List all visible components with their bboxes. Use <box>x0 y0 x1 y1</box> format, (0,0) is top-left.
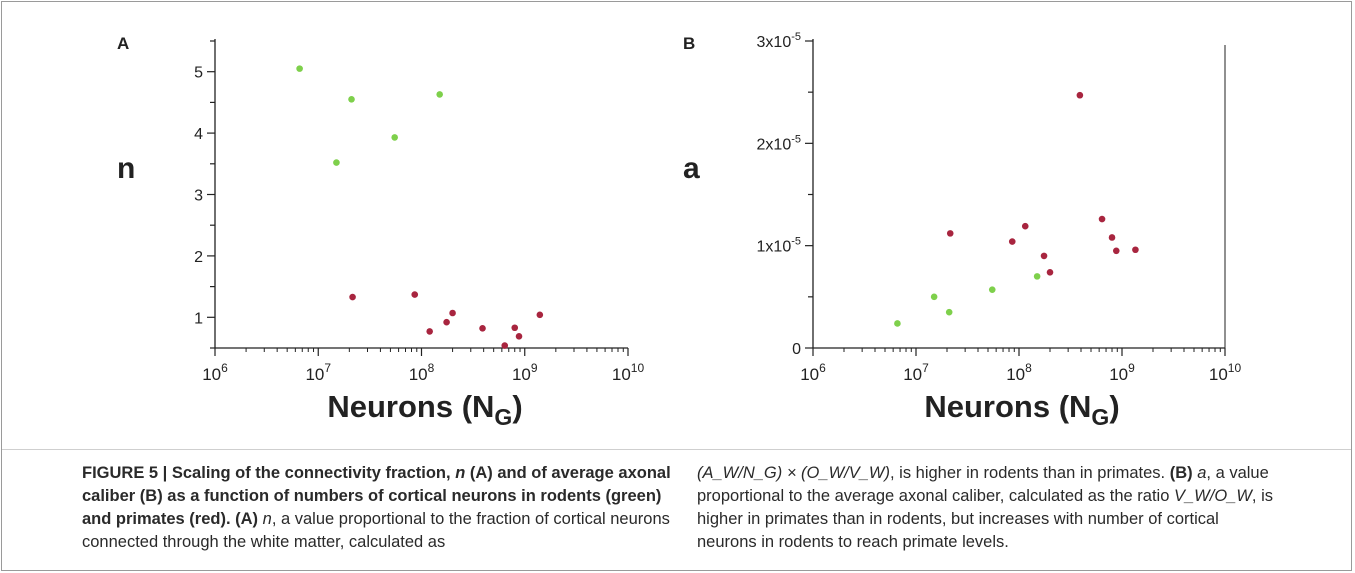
figure-chart-area: 1 2 3 4 5 106 107 108 109 1010 An Neurons (NG) 0 1x10… <box>117 31 1242 430</box>
panel-b-x-label: Neurons (NG) <box>924 389 1119 430</box>
caption-right-text: , is higher in rodents than in primates. <box>889 464 1166 482</box>
panel-b-rodent-point <box>945 308 953 316</box>
caption-panel-b-text-2: , is higher in primates than in rodents,… <box>697 487 1274 551</box>
caption-n-symbol-2: n <box>262 510 272 528</box>
panel-b-rodent-point <box>1033 273 1041 280</box>
panel-a-primate-point <box>411 291 419 298</box>
panel-b-x-tick-label: 106 <box>800 361 826 384</box>
panel-b-x-tick-label: 1010 <box>1209 361 1242 384</box>
panel-a-primate-point <box>479 325 486 332</box>
panel-a-primate-point <box>443 318 450 326</box>
panel-b-y-tick-label: 0 <box>792 341 801 358</box>
panel-b-primate-point <box>1098 215 1106 223</box>
panel-b-y-tick-label: 1x10-5 <box>757 236 801 256</box>
panel-a-y-tick-label: 3 <box>194 188 203 205</box>
panel-a-x-tick-label: 107 <box>305 361 331 384</box>
panel-b-y-tick-label: 3x10-5 <box>757 31 801 51</box>
panel-a-x-tick-label: 106 <box>202 361 228 384</box>
panel-b-primate-point <box>1076 91 1084 99</box>
caption-n-symbol: n <box>455 464 466 482</box>
panel-a-primate-point <box>349 293 356 301</box>
panel-b-primate-point <box>946 230 954 237</box>
panel-b-primate-point <box>1112 247 1120 255</box>
panel-a-rodent-point <box>436 91 443 98</box>
panel-a-primate-point <box>515 333 523 340</box>
panel-a-primate-point <box>536 311 544 319</box>
panel-a-y-tick-label: 1 <box>194 310 203 327</box>
panel-b-primate-point <box>1021 222 1029 230</box>
caption-right: (A_W/N_G) × (O_W/V_W), is higher in rode… <box>697 462 1277 554</box>
panel-a-primate-point <box>511 324 519 332</box>
caption-panel-a-label: (A) <box>230 510 263 528</box>
panel-a-label: A <box>117 34 129 53</box>
panel-a-rodent-point <box>296 65 303 72</box>
panel-a-y-label: n <box>117 152 135 185</box>
caption-ratio: V_W/O_W <box>1173 487 1252 505</box>
panel-a-rodent-point <box>348 96 355 103</box>
panel-b-label: B <box>683 34 695 53</box>
panel-a-primate-point <box>426 328 433 335</box>
caption-left: FIGURE 5 | Scaling of the connectivity f… <box>82 462 682 554</box>
panel-a-primate-point <box>449 309 456 317</box>
panel-a-x-tick-label: 108 <box>409 361 435 384</box>
panel-b-x-tick-label: 107 <box>903 361 929 384</box>
panel-b-primate-point <box>1008 238 1016 245</box>
panel-a-primate-point <box>501 342 509 349</box>
panel-b-x-tick-label: 109 <box>1109 361 1135 384</box>
panel-a-y-tick-label: 2 <box>194 249 203 266</box>
panel-b-primate-point <box>1132 246 1139 254</box>
panel-a-x-label: Neurons (NG) <box>327 389 522 430</box>
panel-b-rodent-point <box>930 293 938 301</box>
panel-b-primate-point <box>1046 268 1054 276</box>
panel-b-y-label: a <box>683 152 700 185</box>
caption-divider <box>2 449 1351 450</box>
caption-panel-a-text: , a value proportional to the fraction o… <box>82 510 670 551</box>
caption-figure-label: FIGURE 5 | Scaling of the connectivity f… <box>82 464 456 482</box>
caption-panel-b-label: (B) <box>1165 464 1198 482</box>
panel-b-x-tick-label: 108 <box>1006 361 1032 384</box>
caption-title-rest: (A) and of average axonal caliber (B) as… <box>82 464 671 528</box>
panel-a-rodent-point <box>333 159 340 166</box>
caption-panel-b-text: , a value proportional to the average ax… <box>697 464 1269 505</box>
panel-b-rodent-point <box>988 286 996 293</box>
panel-a-y-tick-label: 4 <box>194 126 203 143</box>
panel-a-y-tick-label: 5 <box>194 65 203 82</box>
panel-b-primate-point <box>1040 252 1048 260</box>
caption-a-symbol: a <box>1197 464 1207 482</box>
panel-b-primate-point <box>1108 234 1116 241</box>
panel-a-x-tick-label: 109 <box>512 361 538 384</box>
panel-a-rodent-point <box>391 134 398 141</box>
panel-b-y-tick-label: 2x10-5 <box>757 133 801 153</box>
panel-b-rodent-point <box>894 320 901 327</box>
panel-a-x-tick-label: 1010 <box>612 361 645 384</box>
caption-formula: (A_W/N_G) × (O_W/V_W) <box>697 464 890 482</box>
